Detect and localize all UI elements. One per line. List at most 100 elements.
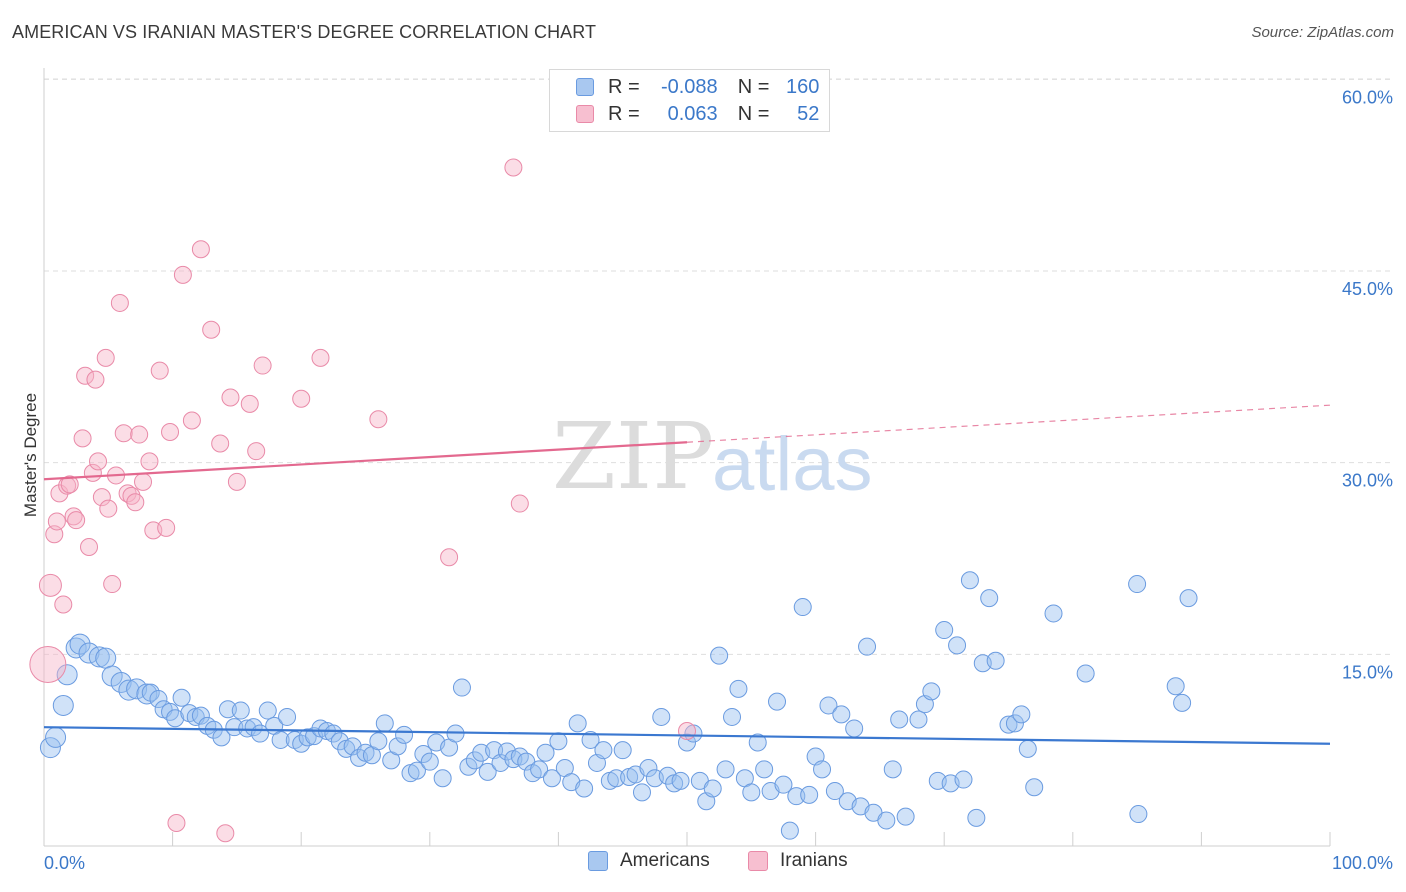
iranians-point <box>86 370 105 389</box>
iranians-point <box>73 429 92 448</box>
iranians-point <box>103 575 122 594</box>
americans-swatch <box>588 851 608 871</box>
americans-point <box>613 741 632 760</box>
n-label: N = <box>737 75 770 98</box>
americans-point <box>813 760 832 779</box>
n-value: 160 <box>786 75 820 98</box>
x-tick-label: 0.0% <box>44 853 85 873</box>
iranians-point <box>130 425 149 444</box>
americans-point <box>568 714 587 733</box>
iranians-point <box>96 348 115 367</box>
axes <box>43 68 1331 847</box>
americans-point <box>459 757 478 776</box>
americans-point <box>149 690 168 709</box>
r-value: -0.088 <box>660 75 718 98</box>
iranians-point <box>678 722 696 740</box>
iranians-point <box>47 512 66 531</box>
iranians-trend-line <box>43 441 688 481</box>
iranians-point <box>202 320 221 339</box>
americans-point <box>118 679 140 701</box>
americans-point <box>1166 677 1185 696</box>
americans-point <box>530 760 549 779</box>
americans-point <box>575 779 594 798</box>
y-tick-label: 30.0% <box>1342 471 1393 491</box>
americans-point <box>420 752 439 771</box>
iranians-point <box>510 494 529 513</box>
americans-point <box>607 769 626 788</box>
iranians-point <box>99 499 118 518</box>
watermark-zip: ZIP <box>552 403 714 510</box>
trend-lines <box>43 404 1331 745</box>
americans-point <box>56 664 78 686</box>
americans-point <box>1025 778 1044 797</box>
americans-point <box>845 719 864 738</box>
americans-point <box>1005 714 1024 733</box>
iranians-point <box>167 814 186 832</box>
legend-label: Americans <box>620 850 710 871</box>
americans-trend-line <box>43 726 1331 745</box>
americans-point <box>191 706 210 725</box>
americans-point <box>375 714 394 733</box>
r-value: 0.063 <box>667 102 718 125</box>
americans-point <box>774 775 793 794</box>
americans-point <box>136 683 158 705</box>
americans-point <box>1173 693 1192 712</box>
y-tick-label: 45.0% <box>1342 279 1393 299</box>
americans-point <box>768 692 787 711</box>
iranians-point <box>216 824 235 843</box>
americans-point <box>452 678 471 697</box>
legend-item-americans[interactable]: Americans <box>588 850 710 872</box>
americans-point <box>954 770 973 789</box>
iranians-point <box>221 388 240 407</box>
americans-point <box>126 678 148 700</box>
iranians-point <box>440 548 459 567</box>
legend-item-iranians[interactable]: Iranians <box>748 850 848 872</box>
americans-point <box>536 743 555 762</box>
americans-point <box>110 671 132 693</box>
americans-point <box>780 821 799 840</box>
americans-point <box>742 783 761 802</box>
americans-point <box>716 760 735 779</box>
series-legend: Americans Iranians <box>0 850 1406 878</box>
americans-point <box>414 745 433 763</box>
americans-point <box>478 762 497 781</box>
y-axis-label: Master's Degree <box>21 393 40 517</box>
americans-point <box>877 811 896 830</box>
americans-point <box>832 705 851 724</box>
iranians-point <box>182 411 201 430</box>
americans-point <box>890 710 909 729</box>
iranians-point <box>253 356 272 375</box>
americans-point <box>896 807 915 826</box>
iranians-point <box>50 484 69 503</box>
americans-point <box>88 646 110 668</box>
americans-point <box>407 761 426 780</box>
iranians-point <box>211 434 230 453</box>
americans-point <box>671 771 690 790</box>
iranians-point <box>110 293 129 312</box>
watermark-atlas: atlas <box>712 422 873 507</box>
americans-point <box>172 688 191 707</box>
iranians-point <box>292 389 311 408</box>
americans-point <box>244 718 263 737</box>
americans-point <box>45 726 67 748</box>
americans-point <box>1076 664 1095 683</box>
americans-point <box>1179 589 1198 608</box>
iranians-point <box>227 472 246 491</box>
legend-label: Iranians <box>780 850 848 871</box>
americans-point <box>218 700 237 719</box>
r-label: R = <box>608 102 640 125</box>
r-label: R = <box>608 75 640 98</box>
americans-point <box>960 571 979 590</box>
americans-point <box>1129 805 1148 824</box>
americans-point <box>549 732 568 751</box>
americans-point <box>1128 575 1147 594</box>
iranians-point <box>240 394 259 413</box>
americans-point <box>141 683 160 702</box>
americans-point <box>819 696 838 715</box>
americans-point <box>166 709 185 728</box>
americans-point <box>967 808 986 827</box>
americans-point <box>935 621 954 640</box>
iranians-point <box>76 366 95 385</box>
iranians-point <box>80 538 99 556</box>
